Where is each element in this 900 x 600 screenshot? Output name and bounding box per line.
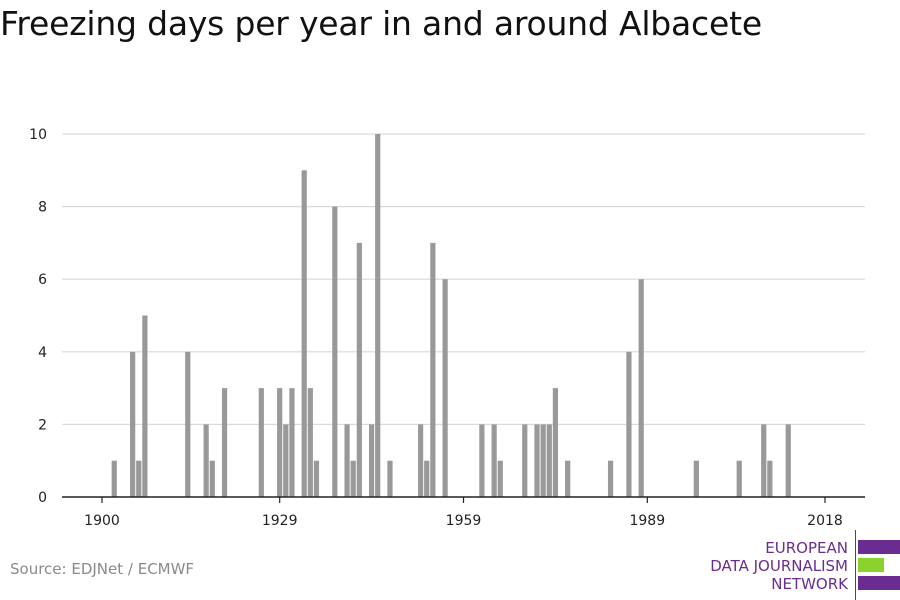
bar (307, 388, 313, 497)
bar (130, 351, 136, 497)
edjnet-logo: EUROPEAN DATA JOURNALISM NETWORK (700, 530, 900, 600)
logo-bar-middle (858, 558, 884, 572)
x-tick-label: 1959 (446, 513, 482, 529)
bar (111, 460, 117, 497)
bar (344, 424, 350, 497)
source-note: Source: EDJNet / ECMWF (10, 560, 195, 578)
bar (356, 242, 362, 497)
bar (301, 170, 307, 498)
bar (522, 424, 528, 497)
y-tick-label: 10 (29, 127, 47, 143)
bar (221, 388, 228, 497)
bar (209, 460, 215, 497)
grid-lines (62, 133, 865, 425)
x-tick-label: 1989 (629, 513, 665, 529)
logo-text-line-2: DATA JOURNALISM (710, 557, 848, 575)
bar (430, 242, 436, 497)
bar (277, 388, 283, 497)
bar (540, 424, 546, 497)
bar (142, 315, 148, 497)
bar (626, 351, 632, 497)
x-tick-label: 1929 (262, 513, 298, 529)
bar (767, 460, 773, 497)
y-tick-label: 0 (38, 490, 47, 506)
bar (375, 134, 381, 497)
logo-text-line-1: EUROPEAN (765, 539, 848, 557)
bar (479, 424, 485, 497)
logo-text-line-3: NETWORK (771, 575, 848, 593)
bar (442, 279, 448, 497)
bar (283, 424, 289, 497)
bar (313, 460, 320, 497)
bar (736, 460, 742, 497)
chart-title: Freezing days per year in and around Alb… (0, 4, 762, 43)
bar (185, 351, 191, 497)
bar (332, 206, 338, 497)
bar (607, 460, 614, 497)
bar (203, 424, 209, 497)
x-tick-label: 2018 (807, 513, 843, 529)
logo-separator (855, 530, 856, 600)
x-axis-ticks: 1900 1929 1959 1989 2018 (84, 497, 843, 529)
bar (565, 460, 571, 497)
bar (136, 460, 142, 497)
bar (258, 388, 264, 497)
bar (534, 424, 540, 497)
bar (638, 279, 644, 497)
bar (761, 424, 767, 497)
y-tick-label: 6 (38, 272, 47, 288)
bar (497, 460, 503, 497)
bar (350, 460, 356, 497)
x-tick-label: 1900 (84, 513, 120, 529)
bar (546, 424, 552, 497)
bar (693, 460, 699, 497)
y-tick-label: 8 (38, 200, 47, 216)
y-tick-label: 4 (38, 345, 47, 361)
bar (491, 424, 497, 497)
bar (418, 424, 424, 497)
bar (289, 388, 295, 497)
bar (785, 424, 791, 497)
bar (424, 460, 430, 497)
y-axis-ticks: 0 2 4 6 8 10 (29, 127, 47, 506)
logo-bar-top (858, 540, 900, 554)
bars (111, 134, 791, 498)
logo-bar-bottom (858, 576, 900, 590)
bar (552, 388, 559, 497)
bar (368, 424, 375, 497)
bar (387, 460, 393, 497)
y-tick-label: 2 (38, 417, 47, 433)
